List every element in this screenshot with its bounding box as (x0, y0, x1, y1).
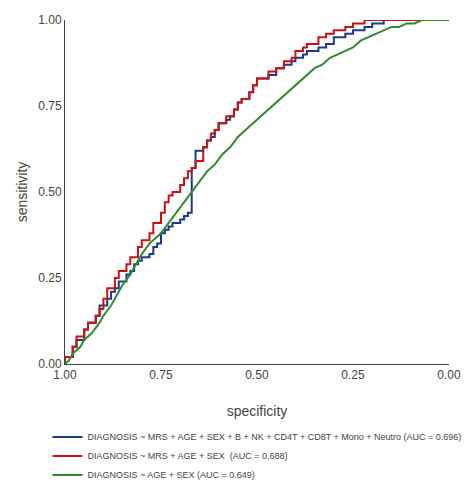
svg-text:DIAGNOSIS ~ MRS + AGE + SEX (: DIAGNOSIS ~ MRS + AGE + SEX (AUC = 0.688… (88, 451, 288, 461)
svg-text:specificity: specificity (227, 403, 288, 419)
svg-text:sensitivity: sensitivity (14, 162, 30, 223)
svg-text:0.25: 0.25 (341, 368, 365, 382)
svg-text:0.75: 0.75 (38, 99, 62, 113)
svg-text:0.25: 0.25 (38, 271, 62, 285)
svg-text:1.00: 1.00 (38, 13, 62, 27)
svg-text:DIAGNOSIS ~ AGE + SEX (AUC = 0: DIAGNOSIS ~ AGE + SEX (AUC = 0.649) (88, 470, 255, 480)
svg-text:0.00: 0.00 (437, 368, 461, 382)
svg-text:0.00: 0.00 (38, 357, 62, 371)
svg-text:DIAGNOSIS ~ MRS + AGE + SEX +: DIAGNOSIS ~ MRS + AGE + SEX + B + NK + C… (88, 432, 462, 442)
svg-text:1.00: 1.00 (53, 368, 77, 382)
svg-text:0.75: 0.75 (149, 368, 173, 382)
svg-text:0.50: 0.50 (245, 368, 269, 382)
svg-text:0.50: 0.50 (38, 185, 62, 199)
